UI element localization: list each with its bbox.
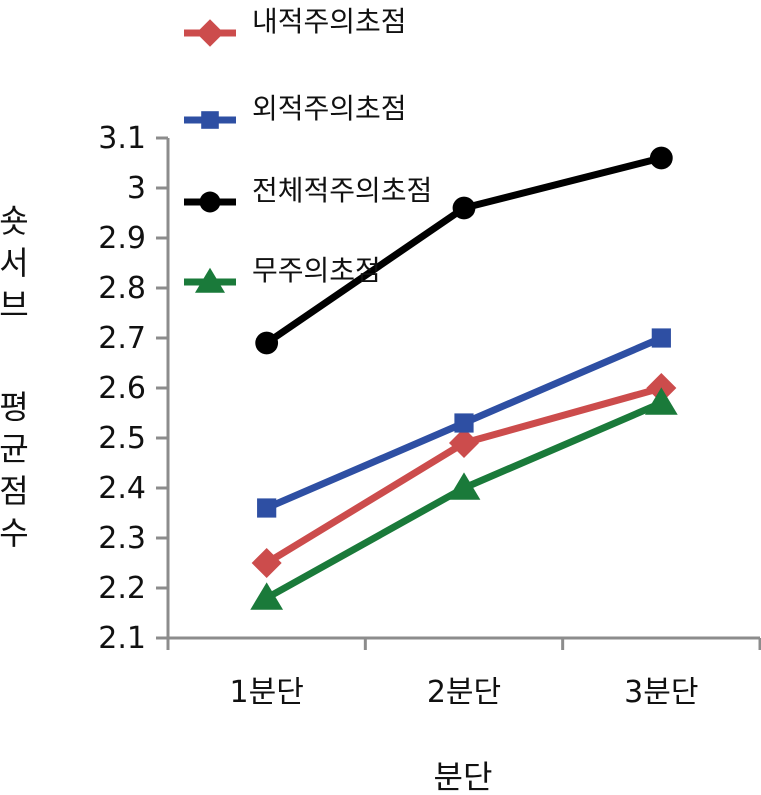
x-tick-labels: 1분단 2분단 3분단 — [230, 675, 699, 710]
x-tick-label: 3분단 — [624, 675, 698, 710]
y-axis-title-char: 수 — [0, 514, 29, 552]
y-axis-title-char: 브 — [0, 286, 29, 324]
y-axis-title-char: 점 — [0, 472, 29, 510]
series-lines — [250, 146, 678, 610]
legend-label: 외적주의초점 — [252, 92, 407, 125]
legend-item: 내적주의초점 — [184, 5, 407, 47]
data-point — [644, 387, 678, 415]
legend-item: 외적주의초점 — [184, 92, 407, 129]
data-point — [449, 428, 479, 458]
y-tick-label: 2.7 — [98, 321, 146, 356]
data-point — [452, 196, 476, 220]
y-axis-title-char: 평 — [0, 388, 29, 426]
data-point — [651, 328, 671, 348]
y-axis-title-char: 균 — [0, 430, 29, 468]
data-point — [257, 498, 277, 518]
y-tick-labels: 2.1 2.2 2.3 2.4 2.5 2.6 2.7 2.8 2.9 3 3.1 — [98, 121, 146, 656]
data-point — [649, 146, 673, 170]
data-point — [250, 582, 284, 610]
y-tick-label: 3 — [127, 171, 146, 206]
series-3 — [255, 146, 673, 355]
y-tick-label: 2.1 — [98, 621, 146, 656]
legend-marker — [194, 267, 226, 293]
y-tick-label: 2.6 — [98, 371, 146, 406]
y-tick-label: 2.2 — [98, 571, 146, 606]
legend-item: 전체적주의초점 — [184, 174, 432, 213]
legend-marker — [196, 19, 224, 47]
legend-marker — [199, 191, 221, 213]
series-2 — [257, 328, 671, 518]
legend-label: 무주의초점 — [252, 254, 381, 287]
y-tick-label: 2.4 — [98, 471, 146, 506]
x-tick-label: 2분단 — [427, 675, 501, 710]
legend-label: 전체적주의초점 — [252, 174, 432, 207]
x-axis-title: 분단 — [434, 758, 493, 795]
data-point — [251, 548, 282, 578]
y-axis-title-char: 숏 — [0, 202, 29, 240]
y-tick-label: 2.9 — [98, 221, 146, 256]
y-tick-label: 2.8 — [98, 271, 146, 306]
data-point — [255, 331, 279, 355]
series-1 — [251, 373, 677, 578]
legend-item: 무주의초점 — [184, 254, 381, 293]
data-point — [454, 413, 474, 433]
legend-label: 내적주의초점 — [252, 5, 407, 38]
y-tick-label: 3.1 — [98, 121, 146, 156]
x-tick-label: 1분단 — [230, 675, 304, 710]
data-point — [447, 472, 481, 500]
y-tick-label: 2.3 — [98, 521, 146, 556]
axes — [156, 136, 761, 650]
legend-marker — [201, 111, 219, 129]
y-axis-title-char: 서 — [0, 244, 29, 282]
y-tick-label: 2.5 — [98, 421, 146, 456]
series-4 — [250, 387, 678, 610]
